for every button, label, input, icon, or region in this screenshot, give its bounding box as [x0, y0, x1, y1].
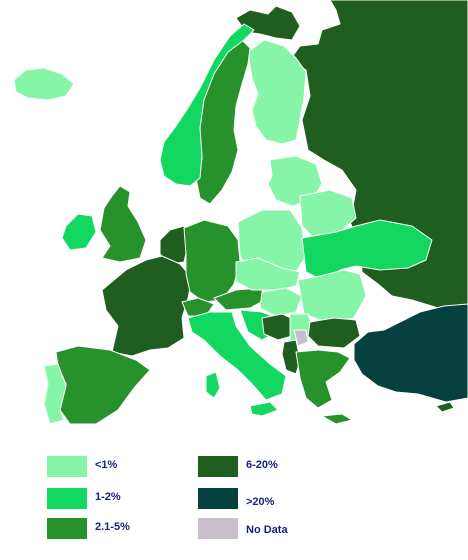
region-norway: [159, 23, 255, 187]
region-iceland: [13, 67, 75, 101]
region-turkey: [353, 303, 468, 403]
region-crete: [321, 413, 353, 425]
region-sweden: [195, 37, 251, 205]
region-sardinia: [205, 371, 221, 399]
region-belarus: [299, 189, 357, 237]
europe-map: [13, 0, 468, 425]
region-cyprus: [435, 401, 455, 413]
legend-label-1to2: 1-2%: [95, 491, 121, 503]
region-bulgaria: [307, 317, 361, 349]
region-italy: [187, 311, 287, 401]
legend-label-6to20: 6-20%: [246, 459, 278, 471]
region-finland: [247, 39, 307, 145]
region-sicily: [249, 401, 279, 417]
legend: <1% 1-2% 2.1-5% 6-20% >20% No Data: [0, 448, 468, 560]
legend-swatch-2to5: [47, 518, 87, 539]
region-ireland: [61, 213, 97, 251]
region-germany: [183, 219, 241, 303]
region-czech-slovakia: [235, 257, 301, 291]
legend-label-lt1: <1%: [95, 459, 118, 471]
region-romania: [297, 269, 367, 323]
legend-swatch-1to2: [47, 488, 87, 509]
region-switzerland: [181, 297, 215, 317]
region-kosovo: [293, 329, 309, 347]
region-uk: [99, 185, 147, 263]
legend-swatch-nodata: [198, 518, 238, 539]
region-hungary: [259, 287, 303, 317]
region-portugal: [43, 363, 67, 425]
region-spain: [55, 345, 151, 425]
legend-label-nodata: No Data: [246, 524, 288, 536]
legend-swatch-6to20: [198, 456, 238, 477]
legend-swatch-gt20: [198, 488, 238, 509]
legend-label-2to5: 2.1-5%: [95, 521, 130, 533]
legend-swatch-lt1: [47, 456, 87, 477]
legend-label-gt20: >20%: [246, 496, 275, 508]
region-france: [101, 255, 193, 357]
region-greece: [295, 349, 351, 409]
